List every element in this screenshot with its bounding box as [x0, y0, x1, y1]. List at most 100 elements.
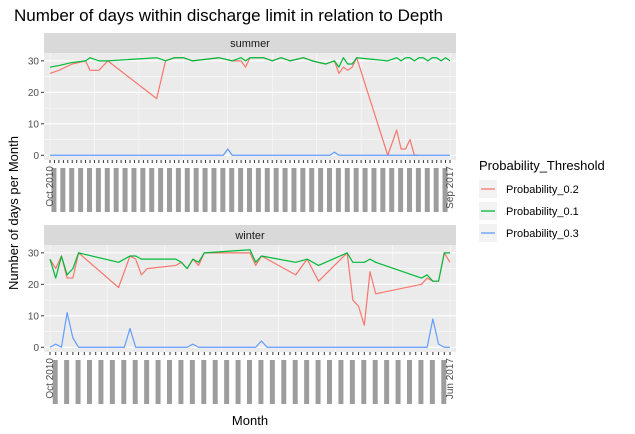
y-tick-label: 0	[33, 151, 39, 162]
x-tick-label: Oct 2010	[45, 166, 56, 207]
overlapping-tick-labels	[121, 360, 127, 404]
series-line-probability-0-3	[50, 148, 450, 156]
overlapping-tick-labels	[167, 168, 172, 212]
y-tick-label: 30	[28, 248, 40, 259]
overlapping-tick-labels	[184, 168, 190, 212]
overlapping-tick-labels	[211, 168, 217, 212]
overlapping-tick-labels	[269, 360, 275, 404]
overlapping-tick-labels	[51, 168, 57, 212]
overlapping-tick-labels	[292, 360, 298, 404]
overlapping-tick-labels	[372, 360, 378, 404]
overlapping-tick-labels	[338, 360, 344, 404]
overlapping-tick-labels	[361, 360, 367, 404]
overlapping-tick-labels	[238, 168, 244, 212]
overlapping-tick-labels	[224, 360, 230, 404]
overlapping-tick-labels	[327, 168, 332, 212]
panel-summer: summer 0 10 20 30 Oct 2010 Sep 2017	[28, 33, 456, 212]
overlapping-tick-labels	[384, 360, 390, 404]
overlapping-tick-labels	[95, 168, 101, 212]
facet-strip	[44, 225, 456, 245]
overlapping-tick-labels	[395, 360, 401, 404]
overlapping-tick-labels	[247, 360, 252, 404]
y-tick-label: 20	[28, 280, 40, 291]
series-line-probability-0-1	[49, 57, 451, 68]
overlapping-tick-labels	[282, 168, 288, 212]
overlapping-tick-labels	[149, 168, 155, 212]
overlapping-tick-labels	[335, 168, 341, 212]
y-tick-label: 0	[33, 343, 39, 354]
overlapping-tick-labels	[109, 360, 115, 404]
overlapping-tick-labels	[132, 360, 138, 404]
overlapping-tick-labels	[229, 168, 235, 212]
legend-entry-label: Probability_0.3	[506, 228, 579, 240]
y-tick-label: 20	[28, 88, 40, 99]
panel-background	[44, 245, 456, 352]
overlapping-tick-labels	[315, 360, 321, 404]
panel-winter: winter 0 10 20 30 Oct 2010 Jun 2017	[28, 225, 456, 404]
overlapping-tick-labels	[212, 360, 218, 404]
overlapping-tick-labels	[87, 168, 92, 212]
y-tick-label: 30	[28, 56, 40, 67]
overlapping-tick-labels	[264, 168, 270, 212]
overlapping-tick-labels	[167, 360, 172, 404]
facet-panels: summer 0 10 20 30 Oct 2010 Sep 2017 winter 0 10 20…	[28, 33, 456, 404]
overlapping-tick-labels	[318, 168, 324, 212]
y-tick-label: 10	[28, 119, 40, 130]
overlapping-tick-labels	[362, 168, 368, 212]
overlapping-tick-labels	[380, 168, 386, 212]
overlapping-tick-labels	[122, 168, 128, 212]
overlapping-tick-labels	[291, 168, 297, 212]
overlapping-tick-labels	[175, 168, 181, 212]
y-tick-label: 10	[28, 311, 40, 322]
legend: Probability_Threshold Probability_0.2 Pro…	[479, 158, 605, 242]
y-axis-title: Number of days per Month	[6, 136, 21, 290]
overlapping-tick-labels	[442, 168, 448, 212]
overlapping-tick-labels	[398, 168, 404, 212]
overlapping-tick-labels	[155, 360, 161, 404]
overlapping-tick-labels	[52, 360, 58, 404]
overlapping-tick-labels	[389, 168, 395, 212]
x-axis-title: Month	[232, 413, 268, 428]
chart-title: Number of days within discharge limit in…	[14, 6, 443, 25]
overlapping-tick-labels	[78, 168, 84, 212]
overlapping-tick-labels	[327, 360, 332, 404]
overlapping-tick-labels	[178, 360, 184, 404]
overlapping-tick-labels	[407, 168, 412, 212]
overlapping-tick-labels	[304, 360, 310, 404]
overlapping-tick-labels	[424, 168, 430, 212]
overlapping-tick-labels	[309, 168, 315, 212]
panel-background	[44, 53, 456, 160]
overlapping-tick-labels	[193, 168, 199, 212]
overlapping-tick-labels	[349, 360, 355, 404]
overlapping-tick-labels	[281, 360, 287, 404]
overlapping-tick-labels	[247, 168, 252, 212]
overlapping-tick-labels	[201, 360, 207, 404]
legend-entry-label: Probability_0.1	[506, 206, 579, 218]
overlapping-tick-labels	[220, 168, 226, 212]
overlapping-tick-labels	[418, 360, 424, 404]
series-line-probability-0-1	[49, 249, 450, 282]
overlapping-tick-labels	[189, 360, 195, 404]
overlapping-tick-labels	[429, 360, 435, 404]
overlapping-tick-labels	[433, 168, 439, 212]
facet-strip-label: winter	[234, 230, 265, 242]
overlapping-tick-labels	[113, 168, 119, 212]
overlapping-tick-labels	[75, 360, 81, 404]
x-tick-label: Oct 2010	[45, 358, 56, 399]
x-tick-label: Jun 2017	[445, 358, 456, 400]
overlapping-tick-labels	[235, 360, 241, 404]
overlapping-tick-labels	[158, 168, 164, 212]
overlapping-tick-labels	[64, 360, 70, 404]
overlapping-tick-labels	[255, 168, 261, 212]
series-line-probability-0-3	[49, 312, 450, 348]
overlapping-tick-labels	[415, 168, 421, 212]
overlapping-tick-labels	[407, 360, 412, 404]
x-tick-label: Sep 2017	[445, 166, 456, 209]
overlapping-tick-labels	[258, 360, 264, 404]
overlapping-tick-labels	[441, 360, 447, 404]
overlapping-tick-labels	[69, 168, 75, 212]
overlapping-tick-labels	[344, 168, 350, 212]
overlapping-tick-labels	[371, 168, 377, 212]
overlapping-tick-labels	[131, 168, 137, 212]
